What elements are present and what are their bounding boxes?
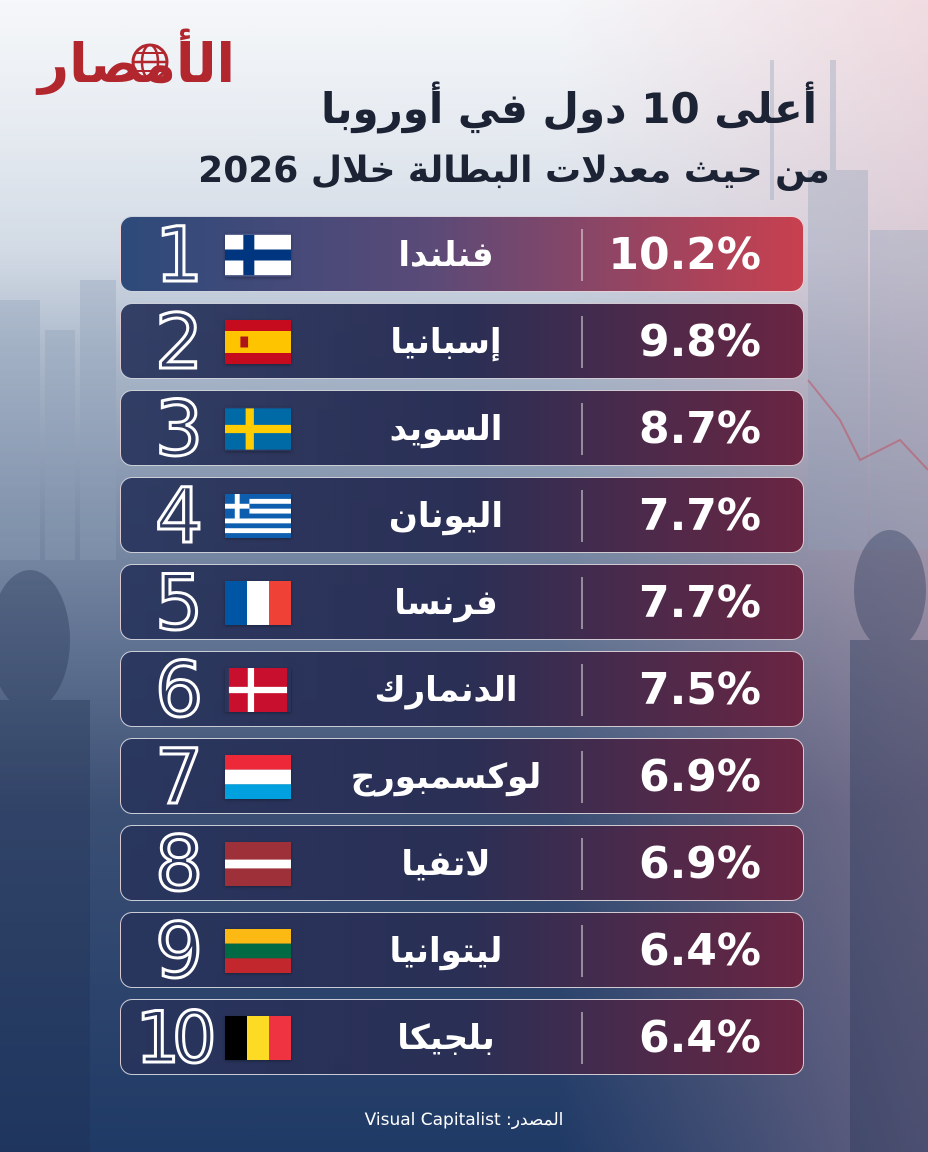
- flag-latvia-icon: [225, 842, 291, 886]
- unemployment-rate: 8.7%: [638, 403, 761, 454]
- unemployment-rate: 6.4%: [638, 1012, 761, 1063]
- table-row: 4 اليونان 7.7%: [120, 472, 804, 559]
- flag-spain-icon: [225, 320, 291, 364]
- table-row: 7 لوكسمبورج 6.9%: [120, 733, 804, 820]
- row-divider: [581, 490, 583, 542]
- table-row: 2 إسبانيا 9.8%: [120, 298, 804, 385]
- country-name: اليونان: [388, 496, 504, 536]
- country-name: لاتفيا: [401, 844, 491, 884]
- rank-number: 8: [153, 819, 204, 908]
- rank-number: 3: [153, 384, 204, 473]
- row-divider: [581, 1012, 583, 1064]
- rank-number: 5: [153, 558, 204, 647]
- unemployment-rate: 7.7%: [638, 490, 761, 541]
- row-divider: [581, 229, 583, 281]
- flag-luxembourg-icon: [225, 755, 291, 799]
- rank-number: 1: [153, 210, 204, 299]
- table-row: 5 فرنسا 7.7%: [120, 559, 804, 646]
- row-divider: [581, 838, 583, 890]
- country-name: إسبانيا: [390, 322, 502, 362]
- country-name: بلجيكا: [397, 1018, 495, 1058]
- unemployment-rate: 9.8%: [638, 316, 761, 367]
- table-row: 10 بلجيكا 6.4%: [120, 996, 804, 1081]
- row-divider: [581, 925, 583, 977]
- row-divider: [581, 751, 583, 803]
- unemployment-rate: 6.9%: [638, 751, 761, 802]
- table-row: 8 لاتفيا 6.9%: [120, 820, 804, 907]
- rank-number: 2: [153, 297, 204, 386]
- row-divider: [581, 664, 583, 716]
- flag-belgium-icon: [225, 1016, 291, 1060]
- rank-number: 7: [153, 732, 204, 821]
- row-divider: [581, 577, 583, 629]
- chart-subtitle: من حيث معدلات البطالة خلال 2026: [198, 150, 830, 191]
- flag-lithuania-icon: [225, 929, 291, 973]
- source-note: المصدر: Visual Capitalist: [364, 1110, 564, 1130]
- country-name: ليتوانيا: [389, 931, 503, 971]
- rank-number: 4: [153, 471, 204, 560]
- country-name: الدنمارك: [374, 670, 518, 710]
- unemployment-rate: 7.5%: [638, 664, 761, 715]
- chart-title: أعلى 10 دول في أوروبا: [320, 84, 818, 133]
- ranking-table: 1 فنلندا 10.2% 2 إسبانيا 9.8% 3 السويد 8…: [120, 211, 804, 1086]
- table-row: 9 ليتوانيا 6.4%: [120, 907, 804, 994]
- table-row: 1 فنلندا 10.2%: [120, 211, 804, 298]
- flag-sweden-icon: [225, 407, 291, 451]
- unemployment-rate: 6.9%: [638, 838, 761, 889]
- flag-denmark-icon: [225, 668, 291, 712]
- row-divider: [581, 403, 583, 455]
- row-divider: [581, 316, 583, 368]
- unemployment-rate: 10.2%: [608, 229, 761, 280]
- flag-greece-icon: [225, 494, 291, 538]
- country-name: السويد: [389, 409, 503, 449]
- rank-number: 6: [153, 645, 204, 734]
- brand-logo: الأمصار: [38, 28, 237, 100]
- country-name: فنلندا: [398, 235, 494, 275]
- table-row: 6 الدنمارك 7.5%: [120, 646, 804, 733]
- rank-number: 9: [153, 906, 204, 995]
- brand-logo-text: الأمصار: [38, 32, 237, 95]
- flag-france-icon: [225, 581, 291, 625]
- rank-number: 10: [134, 996, 218, 1081]
- table-row: 3 السويد 8.7%: [120, 385, 804, 472]
- unemployment-rate: 7.7%: [638, 577, 761, 628]
- globe-icon: [131, 43, 169, 81]
- flag-finland-icon: [225, 233, 291, 277]
- unemployment-rate: 6.4%: [638, 925, 761, 976]
- country-name: لوكسمبورج: [350, 757, 542, 797]
- country-name: فرنسا: [394, 583, 498, 623]
